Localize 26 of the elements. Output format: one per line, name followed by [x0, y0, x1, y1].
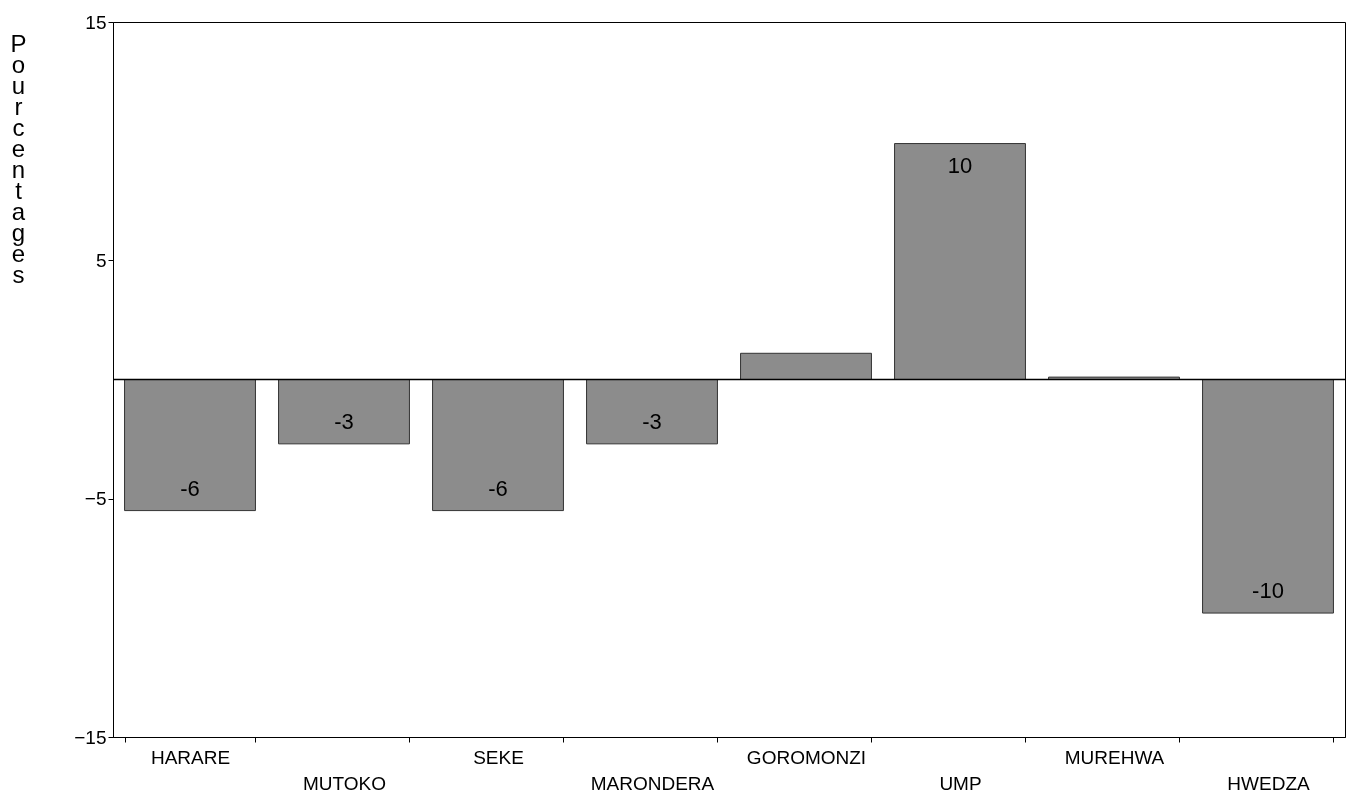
x-tick-label: HWEDZA	[1227, 772, 1310, 794]
data-label: 10	[947, 152, 973, 178]
x-tick-label: MARONDERA	[590, 772, 715, 794]
y-tick-label: 5	[95, 249, 107, 271]
bar	[1202, 379, 1334, 614]
text: Pourcentages	[10, 29, 27, 288]
bar	[278, 379, 410, 445]
data-label: -6	[180, 475, 200, 501]
bar	[740, 352, 872, 380]
y-tick-label: −5	[84, 488, 107, 510]
x-tick-label: MUTOKO	[302, 772, 387, 794]
x-tick-label: SEKE	[473, 746, 524, 768]
data-label: -3	[334, 408, 354, 434]
x-tick-label: HARARE	[150, 746, 231, 768]
x-tick-label: GOROMONZI	[746, 746, 867, 768]
bar	[894, 143, 1026, 380]
data-label: -10	[1252, 578, 1284, 604]
y-tick-label: −15	[74, 726, 107, 748]
bar	[124, 379, 256, 512]
data-label: -3	[642, 408, 662, 434]
x-tick-label: UMP	[939, 772, 982, 794]
x-tick-label: MUREHWA	[1064, 746, 1165, 768]
bar	[432, 379, 564, 512]
bar	[586, 379, 718, 445]
data-label: -6	[488, 475, 508, 501]
y-tick-label: 15	[85, 11, 107, 33]
